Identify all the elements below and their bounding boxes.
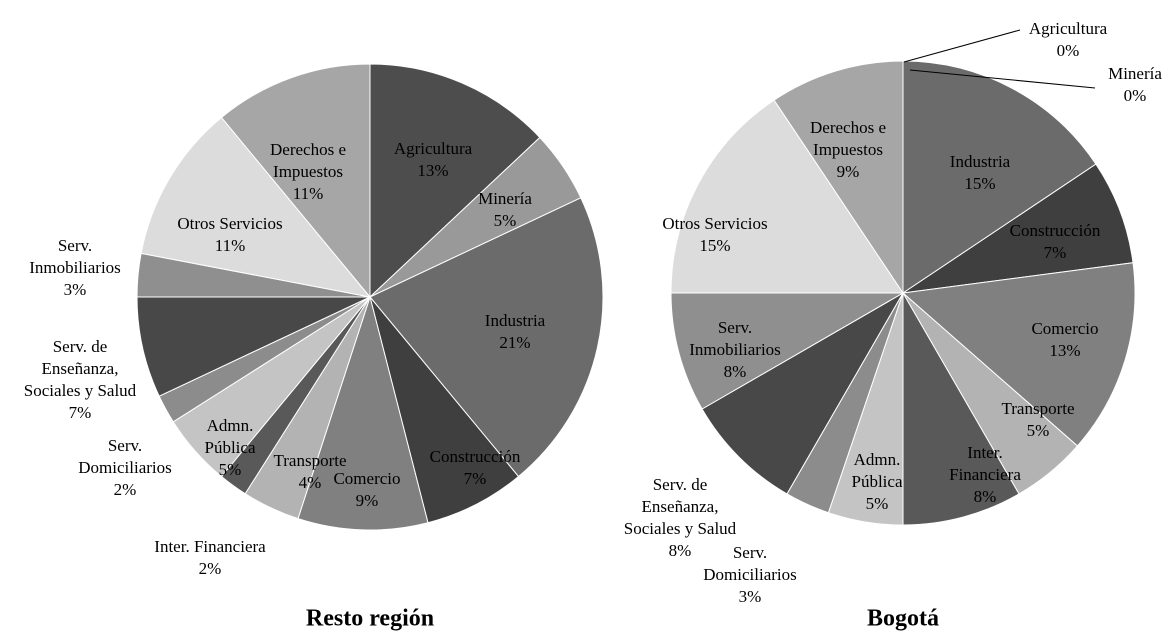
slice-label: Otros Servicios — [177, 214, 282, 233]
slice-value-label: 2% — [114, 480, 137, 499]
slice-value-label: 8% — [724, 362, 747, 381]
slice-value-label: 13% — [417, 161, 448, 180]
slice-label: Serv. Domiciliarios — [78, 436, 171, 477]
leader-line — [909, 69, 1096, 89]
slice-value-label: 7% — [464, 469, 487, 488]
slice-label: Minería — [1108, 64, 1162, 83]
pie-slice — [773, 60, 904, 295]
slice-label: Minería — [478, 189, 532, 208]
pie-slice — [220, 63, 371, 299]
slice-value-label: 15% — [964, 174, 995, 193]
slice-value-label: 4% — [299, 473, 322, 492]
pie-slice — [369, 197, 604, 478]
slice-value-label: 11% — [293, 184, 324, 203]
slice-label: Construcción — [1010, 221, 1101, 240]
slice-value-label: 3% — [64, 280, 87, 299]
pie-slice — [902, 163, 1134, 294]
slice-value-label: 9% — [837, 162, 860, 181]
slice-value-label: 5% — [219, 460, 242, 479]
pie-slice — [670, 99, 904, 294]
pie-slice — [901, 262, 1136, 447]
pie-slice — [140, 116, 372, 298]
pie-slice — [902, 291, 1020, 526]
slice-label: Transporte — [1001, 399, 1074, 418]
slice-label: Inter. Financiera — [154, 537, 266, 556]
slice-value-label: 15% — [699, 236, 730, 255]
slice-value-label: 7% — [1044, 243, 1067, 262]
slice-label: Agricultura — [1029, 19, 1108, 38]
slice-label: Derechos e Impuestos — [270, 140, 346, 181]
slice-label: Otros Servicios — [662, 214, 767, 233]
slice-label: Transporte — [273, 451, 346, 470]
slice-label: Serv. Inmobiliarios — [689, 318, 781, 359]
slice-value-label: 5% — [866, 494, 889, 513]
pie-slice — [369, 296, 520, 524]
slice-label: Industria — [950, 152, 1011, 171]
slice-label: Agricultura — [394, 139, 473, 158]
pie-slice — [701, 291, 905, 495]
slice-label: Inter. Financiera — [949, 443, 1021, 484]
chart-title: Bogotá — [867, 606, 939, 632]
slice-value-label: 8% — [974, 487, 997, 506]
slice-label: Construcción — [430, 447, 521, 466]
slice-value-label: 7% — [69, 403, 92, 422]
slice-value-label: 21% — [499, 333, 530, 352]
slice-label: Derechos e Impuestos — [810, 118, 886, 159]
slice-label: Comercio — [1031, 319, 1098, 338]
pie-slice — [297, 295, 429, 531]
slice-label: Admn. Pública — [852, 450, 903, 491]
slice-value-label: 8% — [669, 541, 692, 560]
pie-slice — [670, 292, 905, 410]
slice-value-label: 3% — [739, 587, 762, 606]
slice-label: Serv. Domiciliarios — [703, 543, 796, 584]
slice-label: Industria — [485, 311, 546, 330]
slice-value-label: 11% — [215, 236, 246, 255]
chart-title: Resto región — [306, 606, 434, 632]
slice-value-label: 5% — [494, 211, 517, 230]
slice-value-label: 5% — [1027, 421, 1050, 440]
pie-slice — [902, 60, 1097, 294]
leader-line — [903, 29, 1021, 63]
slice-value-label: 0% — [1057, 41, 1080, 60]
slice-label: Serv. de Enseñanza, Sociales y Salud — [624, 475, 737, 538]
slice-value-label: 0% — [1124, 86, 1147, 105]
slice-label: Admn. Pública — [205, 416, 256, 457]
slice-label: Serv. Inmobiliarios — [29, 236, 121, 277]
slice-value-label: 9% — [356, 491, 379, 510]
slice-label: Serv. de Enseñanza, Sociales y Salud — [24, 337, 137, 400]
slice-value-label: 13% — [1049, 341, 1080, 360]
pie-slice — [369, 63, 541, 299]
slice-value-label: 2% — [199, 559, 222, 578]
pie-slice — [136, 296, 371, 397]
slice-label: Comercio — [333, 469, 400, 488]
